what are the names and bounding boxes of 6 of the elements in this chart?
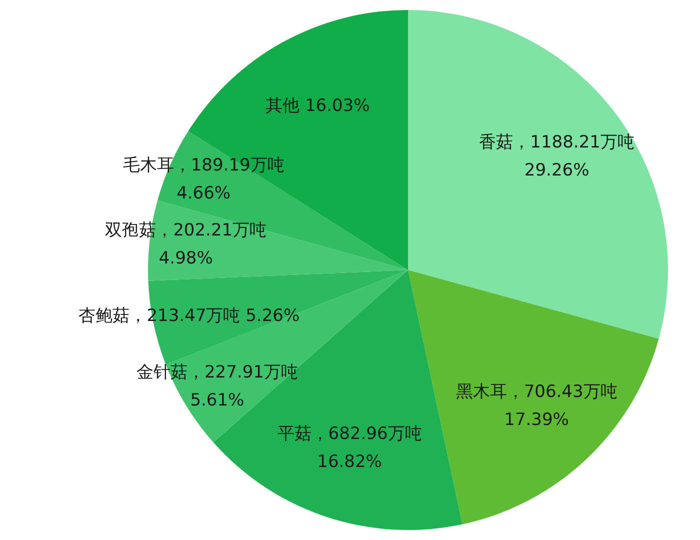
slice-label: 黑木耳，706.43万吨 17.39% <box>456 382 618 430</box>
slice-label: 香菇，1188.21万吨 29.26% <box>479 132 634 180</box>
slice-label: 其他 16.03% <box>266 96 370 116</box>
slice-label: 平菇，682.96万吨 16.82% <box>277 424 422 472</box>
slice-label: 金针菇，227.91万吨 5.61% <box>136 362 298 411</box>
pie-slice <box>408 10 668 339</box>
